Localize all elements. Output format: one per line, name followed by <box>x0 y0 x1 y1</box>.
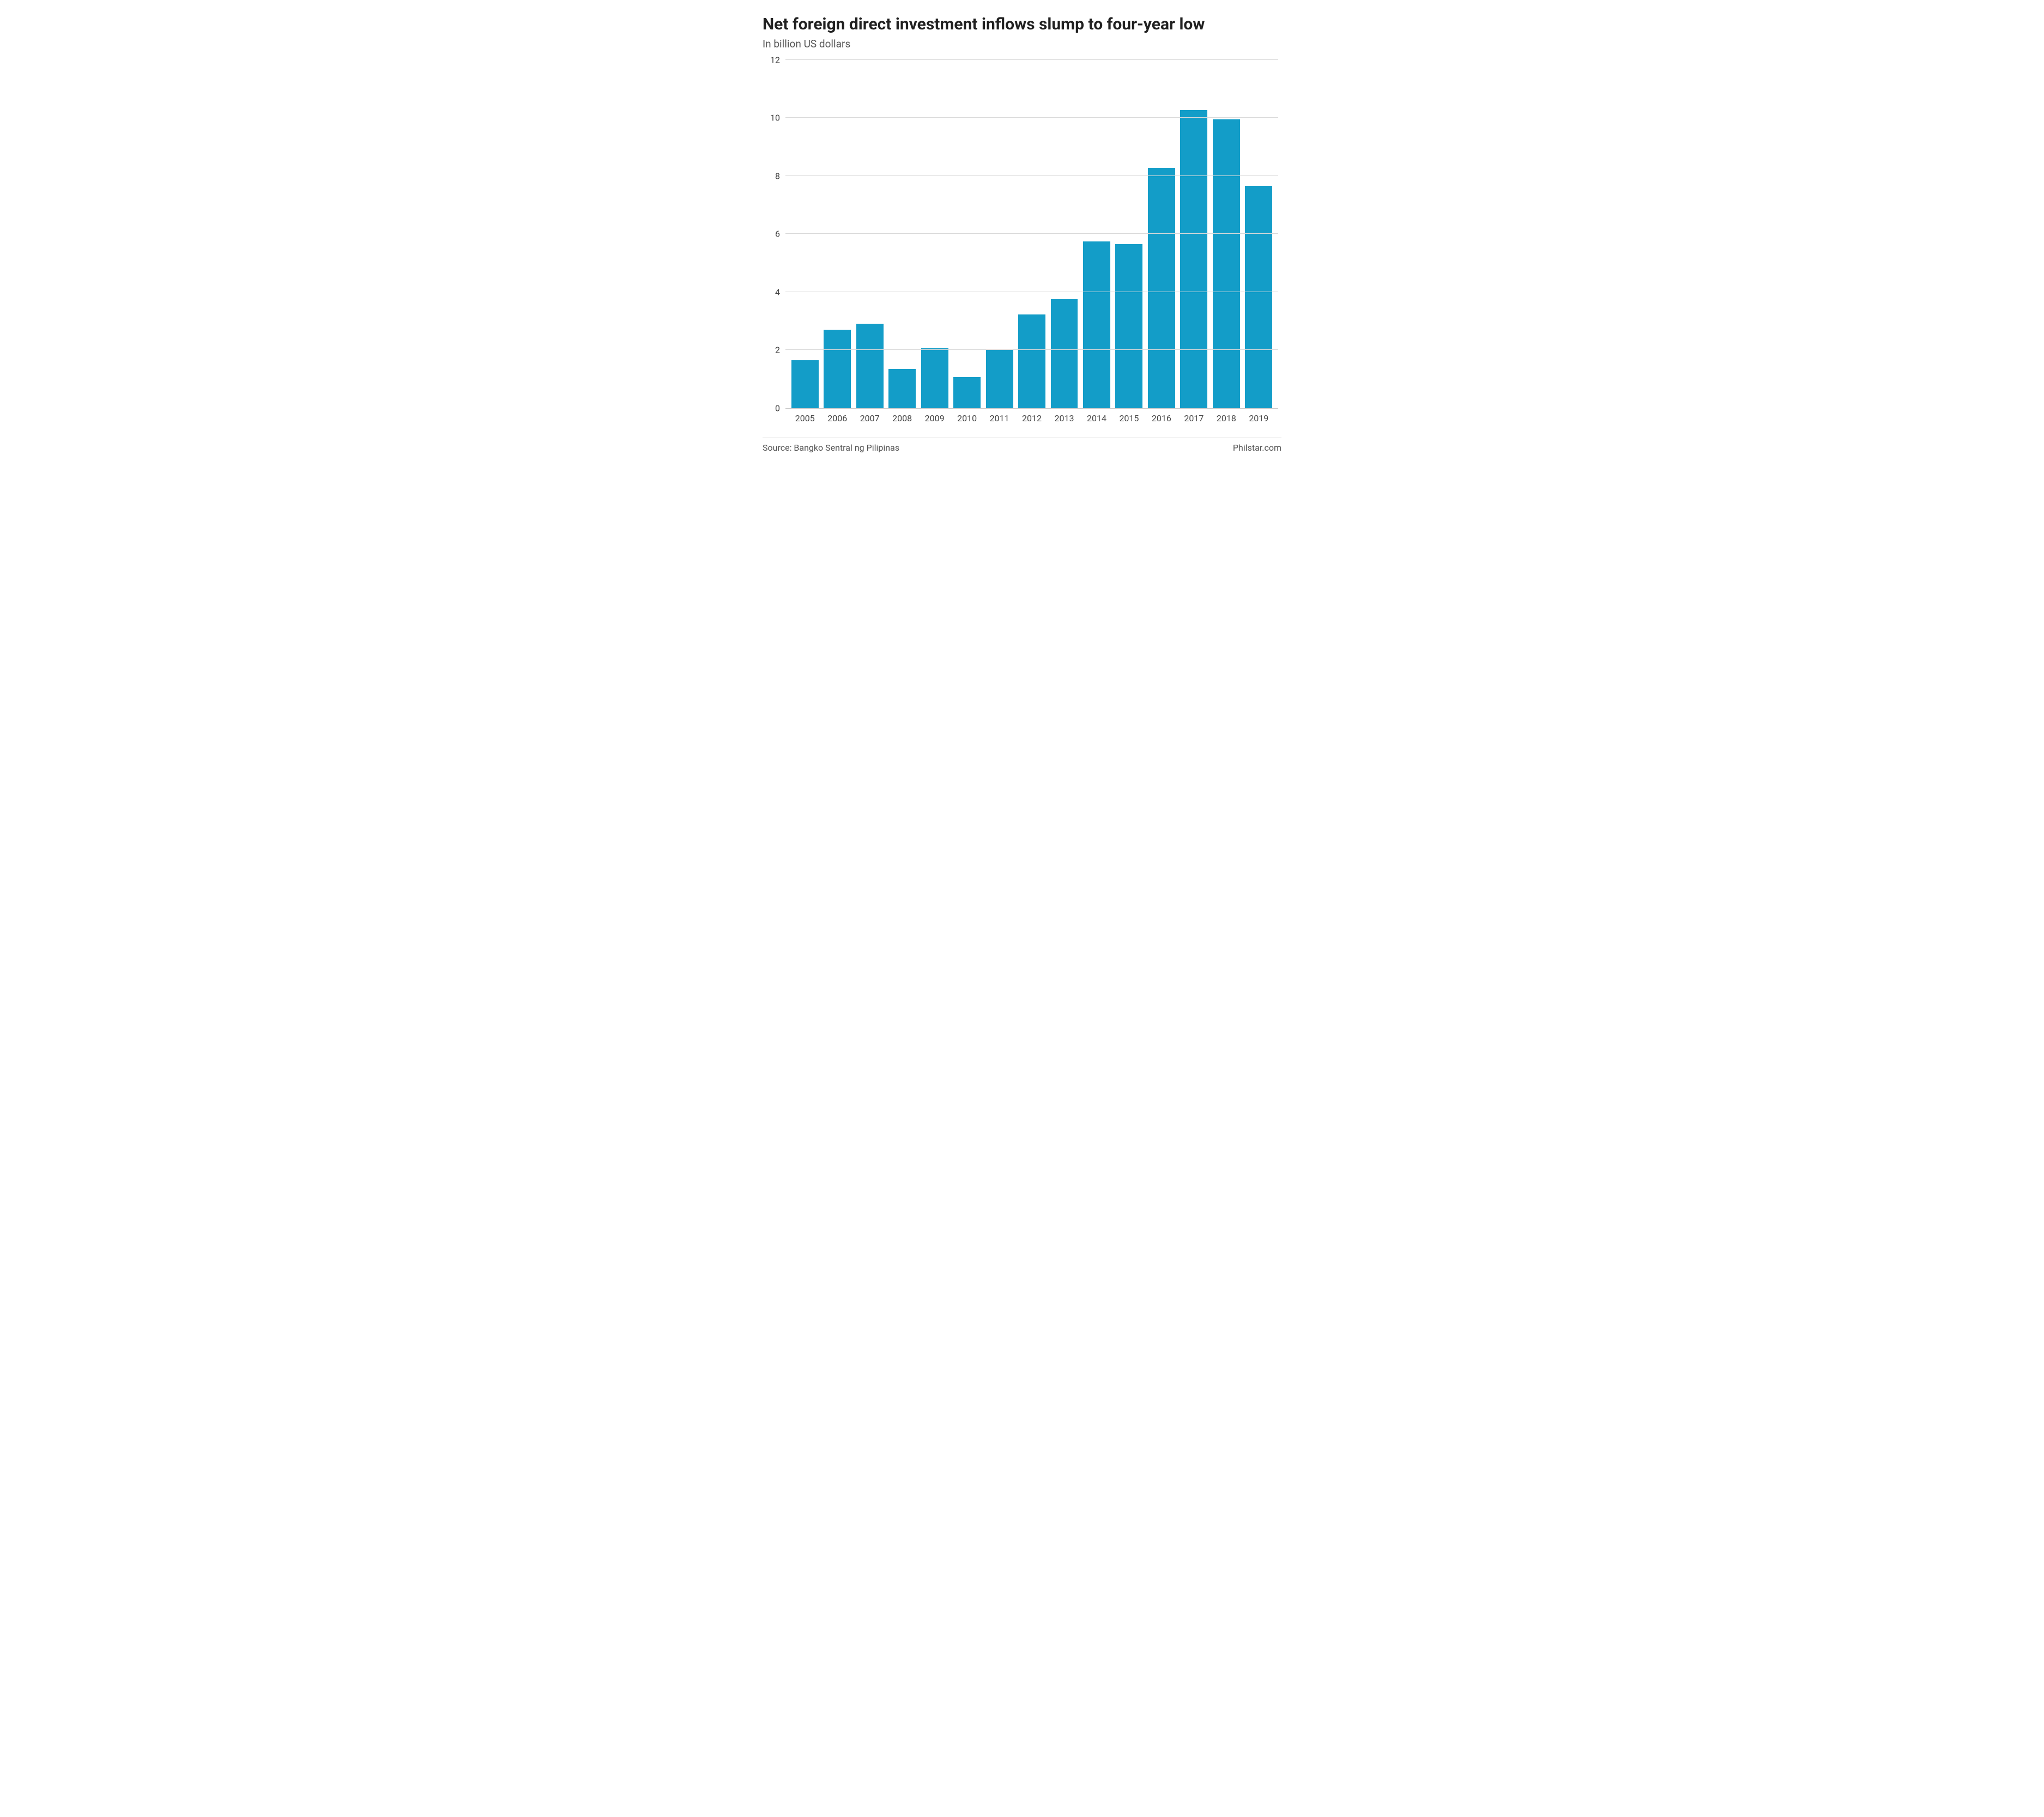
x-tick-label: 2016 <box>1152 409 1171 423</box>
bar-slot <box>918 60 951 408</box>
bar <box>1051 299 1078 408</box>
bar <box>1245 186 1272 408</box>
bar-slot <box>983 60 1015 408</box>
x-tick-label: 2005 <box>795 409 815 423</box>
x-tick-label: 2015 <box>1119 409 1139 423</box>
x-label-slot: 2017 <box>1178 409 1210 423</box>
bar-slot <box>951 60 983 408</box>
plot-wrapper: 024681012 200520062007200820092010201120… <box>763 60 1281 423</box>
x-tick-label: 2014 <box>1087 409 1106 423</box>
bar-slot <box>821 60 853 408</box>
bar <box>824 330 851 408</box>
y-tick-label: 8 <box>775 171 785 181</box>
bar <box>888 369 916 408</box>
x-label-slot: 2010 <box>951 409 983 423</box>
x-tick-label: 2012 <box>1022 409 1042 423</box>
bar <box>921 348 948 408</box>
bar-slot <box>1113 60 1145 408</box>
bar-slot <box>1048 60 1080 408</box>
bar <box>953 377 981 408</box>
x-tick-label: 2011 <box>990 409 1009 423</box>
chart-subtitle: In billion US dollars <box>763 38 1281 50</box>
bar-slot <box>1178 60 1210 408</box>
x-tick-label: 2010 <box>957 409 977 423</box>
bar <box>1180 110 1207 408</box>
x-label-slot: 2012 <box>1015 409 1048 423</box>
x-label-slot: 2006 <box>821 409 853 423</box>
bar-slot <box>1145 60 1177 408</box>
y-tick-label: 2 <box>775 345 785 355</box>
x-label-slot: 2007 <box>854 409 886 423</box>
x-label-slot: 2005 <box>789 409 821 423</box>
bar <box>986 350 1013 408</box>
y-tick-label: 10 <box>770 113 785 123</box>
x-label-slot: 2011 <box>983 409 1015 423</box>
bar <box>1115 244 1142 408</box>
bar <box>1213 119 1240 408</box>
chart-footer: Source: Bangko Sentral ng Pilipinas Phil… <box>763 443 1281 453</box>
x-label-slot: 2016 <box>1145 409 1177 423</box>
chart-title: Net foreign direct investment inflows sl… <box>763 15 1281 34</box>
bar <box>1148 168 1175 408</box>
chart-card: Net foreign direct investment inflows sl… <box>749 0 1295 461</box>
x-tick-label: 2018 <box>1217 409 1236 423</box>
bar <box>1083 241 1110 408</box>
bars-container <box>785 60 1278 408</box>
x-tick-label: 2007 <box>860 409 880 423</box>
x-label-slot: 2014 <box>1080 409 1112 423</box>
plot-area: 024681012 <box>785 60 1278 409</box>
x-axis-labels: 2005 2006 2007 2008 2009 2010 2011 2012 2013 2014… <box>785 409 1278 423</box>
x-tick-label: 2013 <box>1055 409 1074 423</box>
footer-brand: Philstar.com <box>1233 443 1281 453</box>
y-tick-label: 4 <box>775 287 785 297</box>
bar-slot <box>1210 60 1242 408</box>
footer-source: Source: Bangko Sentral ng Pilipinas <box>763 443 899 453</box>
bar <box>856 324 884 408</box>
x-tick-label: 2019 <box>1249 409 1268 423</box>
x-label-slot: 2009 <box>918 409 951 423</box>
x-label-slot: 2013 <box>1048 409 1080 423</box>
bar-slot <box>1080 60 1112 408</box>
x-label-slot: 2008 <box>886 409 918 423</box>
bar <box>791 360 819 408</box>
x-tick-label: 2008 <box>892 409 912 423</box>
y-tick-label: 0 <box>775 403 785 413</box>
x-tick-label: 2006 <box>827 409 847 423</box>
x-tick-label: 2009 <box>925 409 945 423</box>
bar <box>1018 314 1045 408</box>
y-tick-label: 6 <box>775 229 785 239</box>
x-label-slot: 2019 <box>1243 409 1275 423</box>
bar-slot <box>854 60 886 408</box>
bar-slot <box>886 60 918 408</box>
bar-slot <box>1243 60 1275 408</box>
y-tick-label: 12 <box>770 54 785 65</box>
x-tick-label: 2017 <box>1184 409 1204 423</box>
bar-slot <box>1015 60 1048 408</box>
x-label-slot: 2018 <box>1210 409 1242 423</box>
x-label-slot: 2015 <box>1113 409 1145 423</box>
bar-slot <box>789 60 821 408</box>
